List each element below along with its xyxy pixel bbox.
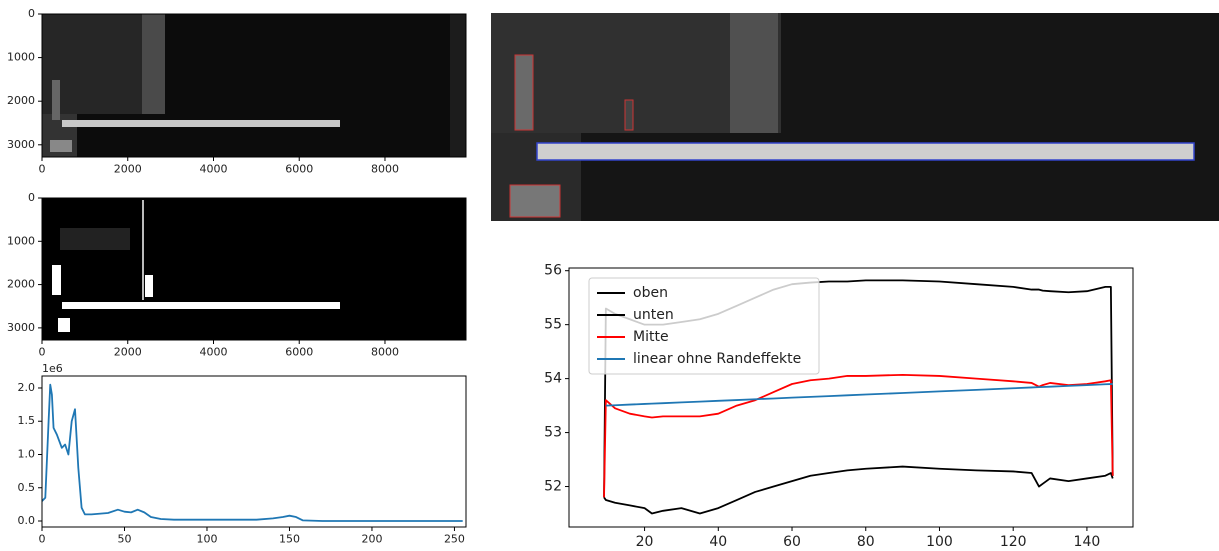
x-tick-label: 2000 <box>114 346 142 359</box>
y-tick-label: 1000 <box>7 234 35 247</box>
y-tick-label: 0 <box>28 7 35 20</box>
x-tick-label: 60 <box>783 534 801 547</box>
x-tick-label: 250 <box>444 533 465 546</box>
series-line <box>41 383 463 522</box>
x-tick-label: 6000 <box>285 163 313 176</box>
y-tick-label: 0.0 <box>18 514 36 527</box>
binary-image <box>42 198 466 340</box>
legend-label: Mitte <box>633 329 669 345</box>
y-tick-label: 55 <box>544 317 562 333</box>
y-tick-label: 1000 <box>7 51 35 64</box>
grayscale-image <box>42 14 466 157</box>
axes-background <box>42 376 466 527</box>
y-tick-label: 56 <box>544 263 562 279</box>
axes-frame <box>41 197 467 341</box>
x-tick-label: 80 <box>857 534 875 547</box>
axes-frame <box>41 13 467 158</box>
x-tick-label: 100 <box>196 533 217 546</box>
x-tick-label: 200 <box>361 533 382 546</box>
offset-text: 1e6 <box>42 362 63 375</box>
x-tick-label: 6000 <box>285 346 313 359</box>
x-tick-label: 20 <box>636 534 654 547</box>
overlay-image <box>491 13 1219 221</box>
y-tick-label: 1.5 <box>18 414 36 427</box>
y-tick-label: 2000 <box>7 278 35 291</box>
series-line <box>603 465 1114 515</box>
legend-label: unten <box>633 307 674 323</box>
x-tick-label: 50 <box>117 533 131 546</box>
x-tick-label: 100 <box>926 534 953 547</box>
x-tick-label: 140 <box>1074 534 1101 547</box>
y-tick-label: 53 <box>544 425 562 441</box>
y-tick-label: 54 <box>544 371 562 387</box>
x-tick-label: 0 <box>39 346 46 359</box>
y-tick-label: 3000 <box>7 138 35 151</box>
legend-box <box>588 277 820 375</box>
x-tick-label: 40 <box>709 534 727 547</box>
x-tick-label: 150 <box>279 533 300 546</box>
y-tick-label: 3000 <box>7 321 35 334</box>
axes-frame <box>41 375 467 528</box>
y-tick-label: 52 <box>544 479 562 495</box>
x-tick-label: 0 <box>39 533 46 546</box>
x-tick-label: 120 <box>1000 534 1027 547</box>
y-tick-label: 0.5 <box>18 481 36 494</box>
x-tick-label: 8000 <box>371 346 399 359</box>
x-tick-label: 0 <box>39 163 46 176</box>
x-tick-label: 8000 <box>371 163 399 176</box>
legend-label: oben <box>633 285 668 301</box>
series-line <box>603 373 1114 498</box>
series-line <box>605 383 1113 407</box>
y-tick-label: 2.0 <box>18 381 36 394</box>
y-tick-label: 2000 <box>7 94 35 107</box>
x-tick-label: 4000 <box>199 163 227 176</box>
axes-frame <box>568 267 1134 528</box>
y-tick-label: 0 <box>28 191 35 204</box>
legend-label: linear ohne Randeffekte <box>633 351 801 367</box>
x-tick-label: 4000 <box>199 346 227 359</box>
y-tick-label: 1.0 <box>18 447 36 460</box>
x-tick-label: 2000 <box>114 163 142 176</box>
